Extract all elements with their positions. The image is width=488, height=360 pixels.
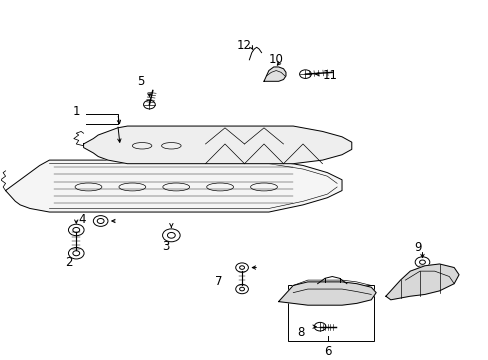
Text: 12: 12	[237, 39, 251, 52]
Polygon shape	[385, 264, 458, 300]
Text: 5: 5	[137, 75, 144, 88]
Polygon shape	[278, 282, 375, 305]
Text: 10: 10	[268, 53, 283, 66]
Text: 8: 8	[296, 325, 304, 338]
Text: 1: 1	[72, 105, 80, 118]
Polygon shape	[5, 160, 341, 212]
Text: 11: 11	[322, 69, 337, 82]
Polygon shape	[83, 126, 351, 164]
Text: 3: 3	[162, 239, 169, 253]
Bar	[288, 285, 373, 341]
Text: 7: 7	[215, 275, 223, 288]
Text: 4: 4	[78, 213, 86, 226]
Polygon shape	[264, 67, 285, 81]
Text: 9: 9	[413, 241, 421, 255]
Text: 2: 2	[65, 256, 73, 269]
Text: 6: 6	[324, 345, 331, 357]
